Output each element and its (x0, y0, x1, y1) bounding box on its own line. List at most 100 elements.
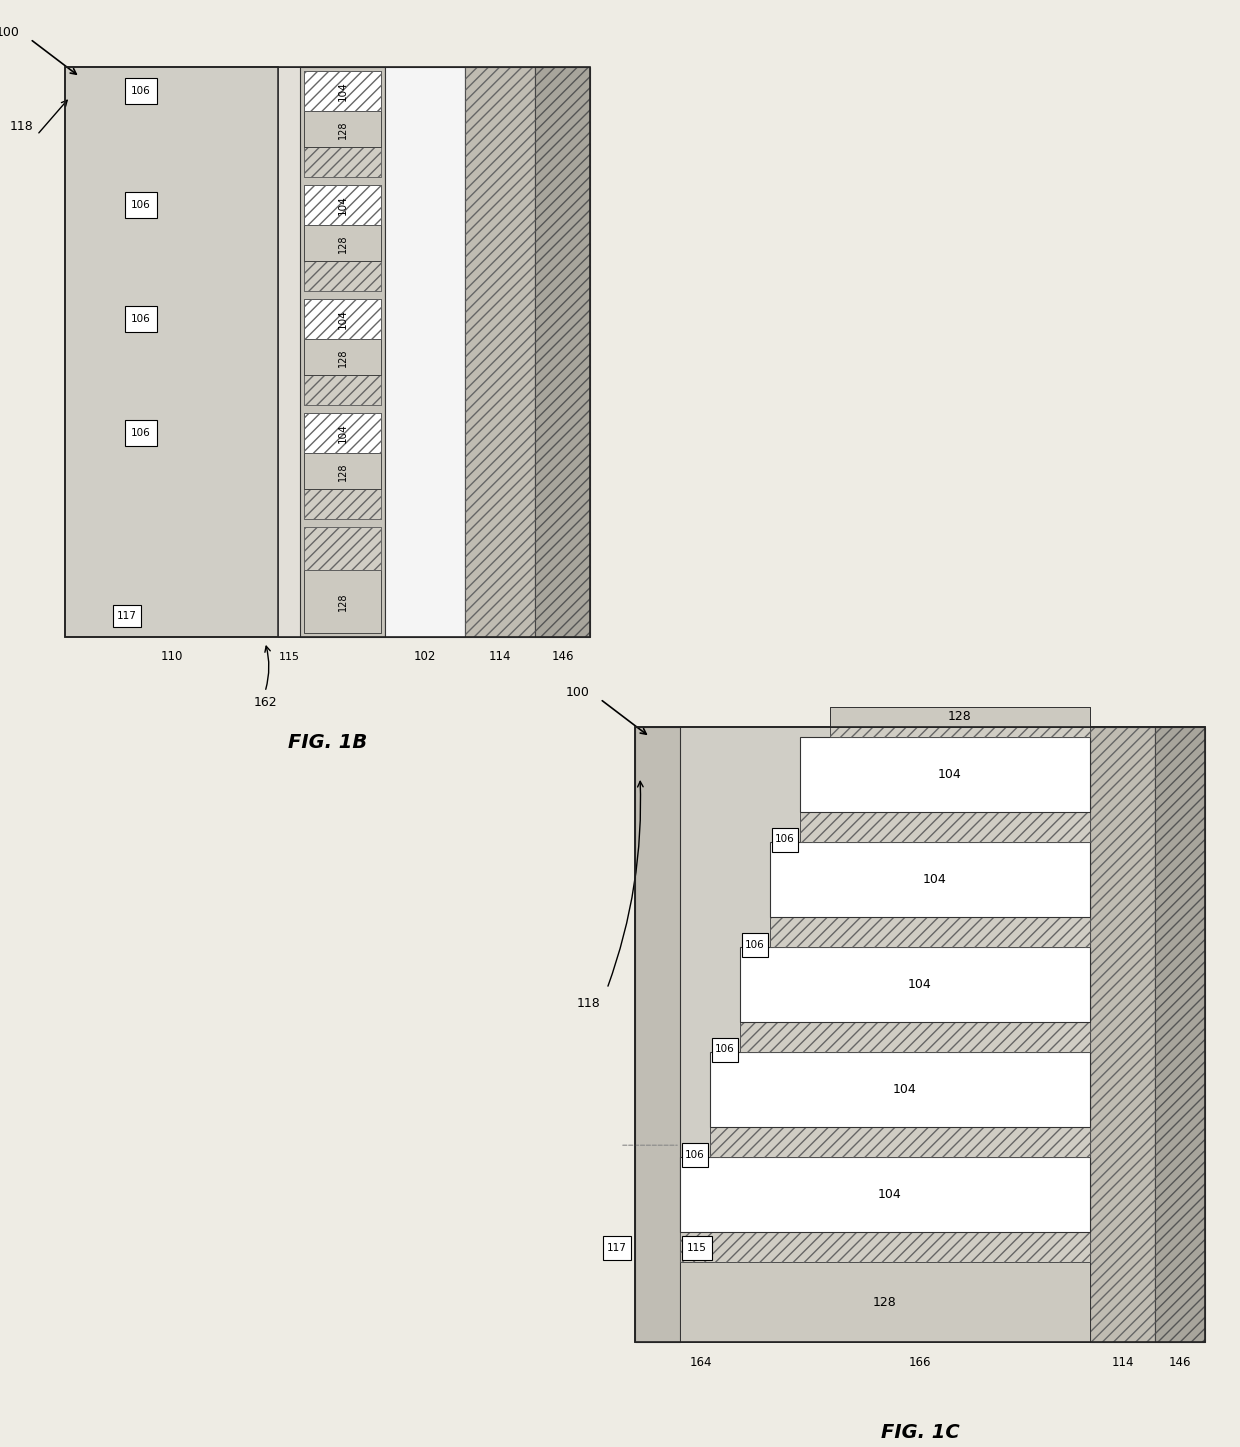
Bar (384, 67, 465, 637)
Text: 106: 106 (131, 200, 151, 210)
Text: 104: 104 (908, 978, 932, 991)
Text: 100: 100 (0, 26, 20, 39)
Text: 104: 104 (893, 1082, 916, 1095)
Bar (465, 67, 534, 637)
Text: 128: 128 (337, 120, 347, 139)
Bar (304, 71, 381, 111)
Text: 100: 100 (567, 686, 590, 699)
Text: 115: 115 (279, 653, 300, 661)
Text: 164: 164 (689, 1356, 713, 1369)
Text: 104: 104 (337, 81, 347, 101)
Text: 128: 128 (337, 462, 347, 480)
Bar (304, 570, 381, 632)
Bar (1090, 726, 1154, 1341)
Bar (635, 726, 1205, 1341)
Text: 114: 114 (489, 651, 511, 664)
Bar (125, 192, 157, 218)
Bar (304, 148, 381, 177)
Text: 106: 106 (745, 939, 765, 949)
Text: 166: 166 (909, 1356, 931, 1369)
Text: 117: 117 (117, 611, 136, 621)
Bar (830, 708, 1090, 737)
Text: 117: 117 (608, 1243, 627, 1253)
Bar (1154, 726, 1205, 1341)
Bar (711, 1127, 1090, 1158)
Text: 118: 118 (577, 997, 600, 1010)
Text: 118: 118 (9, 120, 33, 133)
Text: 106: 106 (131, 314, 151, 324)
Bar (1090, 726, 1154, 1341)
Text: 104: 104 (337, 424, 347, 443)
Bar (125, 307, 157, 333)
Bar (278, 67, 300, 637)
Text: 162: 162 (253, 696, 277, 709)
Text: 128: 128 (337, 592, 347, 611)
Bar (603, 1236, 631, 1260)
Text: 104: 104 (939, 768, 962, 781)
Bar (682, 1143, 708, 1166)
Bar (304, 262, 381, 291)
Text: 146: 146 (552, 651, 574, 664)
Bar (304, 71, 381, 111)
Bar (682, 1236, 712, 1260)
Bar (773, 828, 799, 851)
Bar (800, 812, 1090, 842)
Bar (304, 300, 381, 339)
Text: 128: 128 (337, 234, 347, 253)
Text: FIG. 1C: FIG. 1C (880, 1422, 960, 1441)
Text: 104: 104 (337, 310, 347, 328)
Text: 106: 106 (131, 87, 151, 96)
Text: 128: 128 (873, 1295, 897, 1308)
Text: 115: 115 (687, 1243, 707, 1253)
Bar (113, 605, 141, 627)
Bar (830, 708, 1090, 726)
Bar (830, 708, 1090, 737)
Bar (304, 527, 381, 570)
Bar (304, 111, 381, 148)
Bar (300, 67, 384, 637)
Bar (304, 375, 381, 405)
Bar (125, 78, 157, 104)
Bar (534, 67, 590, 637)
Bar (740, 946, 1090, 1022)
Bar (1154, 726, 1205, 1341)
Bar (635, 726, 680, 1341)
Bar (304, 226, 381, 262)
Bar (304, 489, 381, 519)
Text: 104: 104 (878, 1188, 901, 1201)
Bar (304, 185, 381, 226)
Bar (304, 148, 381, 177)
Bar (304, 300, 381, 339)
Bar (635, 726, 1205, 1341)
Text: 106: 106 (686, 1149, 704, 1159)
Bar (680, 1231, 1090, 1262)
Bar (770, 917, 1090, 946)
Text: 110: 110 (160, 651, 182, 664)
Bar (742, 932, 768, 956)
Bar (712, 1037, 738, 1062)
Text: 104: 104 (923, 873, 947, 886)
Bar (304, 453, 381, 489)
Bar (534, 67, 590, 637)
Bar (711, 1127, 1090, 1158)
Bar (800, 737, 1090, 812)
Bar (680, 1262, 1090, 1341)
Text: 128: 128 (949, 710, 972, 724)
Bar (800, 812, 1090, 842)
Text: 114: 114 (1111, 1356, 1133, 1369)
Bar (304, 375, 381, 405)
Text: 102: 102 (414, 651, 436, 664)
Text: FIG. 1B: FIG. 1B (288, 732, 367, 751)
Text: 104: 104 (337, 195, 347, 216)
Bar (304, 262, 381, 291)
Bar (304, 527, 381, 570)
Text: 146: 146 (1169, 1356, 1192, 1369)
Text: 106: 106 (715, 1045, 735, 1055)
Text: 106: 106 (775, 835, 795, 845)
Bar (64, 67, 278, 637)
Bar (770, 842, 1090, 917)
Text: 106: 106 (131, 428, 151, 438)
Bar (680, 1158, 1090, 1231)
Bar (304, 339, 381, 375)
Bar (125, 420, 157, 446)
